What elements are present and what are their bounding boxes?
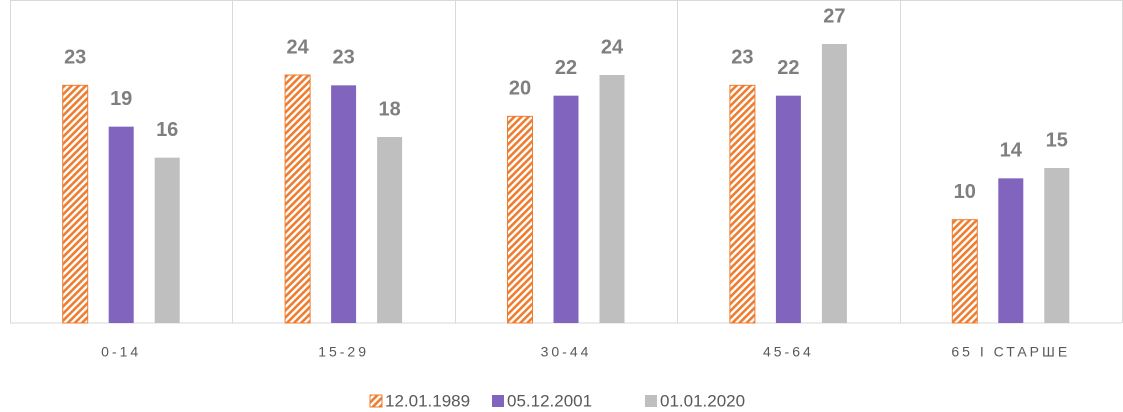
x-tick-label: 15-29 [318, 344, 369, 360]
legend-label: 05.12.2001 [507, 391, 592, 410]
data-label: 22 [555, 57, 577, 79]
data-label: 24 [601, 36, 624, 58]
bar [284, 74, 311, 324]
data-label: 14 [1000, 140, 1023, 162]
bar [821, 44, 847, 323]
data-label: 23 [64, 47, 86, 69]
legend-label: 12.01.1989 [385, 391, 470, 410]
data-label: 23 [731, 47, 753, 69]
bar [599, 75, 625, 323]
data-label: 23 [332, 47, 354, 69]
bar [951, 219, 978, 324]
bar [1044, 168, 1070, 323]
bar [108, 126, 134, 324]
data-label: 10 [954, 181, 976, 203]
data-label: 27 [823, 5, 845, 27]
data-label: 16 [156, 119, 178, 141]
x-tick-label: 45-64 [763, 344, 814, 360]
bar [998, 178, 1024, 323]
bar [377, 137, 403, 323]
bar [331, 85, 357, 323]
bar [62, 84, 89, 324]
bar [507, 115, 533, 324]
legend-label: 01.01.2020 [660, 391, 745, 410]
bar [775, 95, 801, 324]
x-tick-label: 30-44 [541, 344, 592, 360]
legend-swatch [492, 395, 504, 407]
bar [154, 157, 180, 323]
data-label: 20 [509, 78, 531, 100]
data-label: 22 [777, 57, 799, 79]
x-tick-label: 0-14 [101, 344, 141, 360]
bar [553, 95, 579, 324]
legend-swatch [645, 395, 657, 407]
legend-swatch [369, 394, 383, 408]
data-label: 15 [1046, 129, 1068, 151]
data-label: 18 [378, 98, 400, 120]
data-label: 19 [110, 88, 132, 110]
data-label: 24 [286, 36, 309, 58]
x-tick-label: 65 І СТАРШЕ [951, 344, 1070, 360]
bar [729, 84, 756, 324]
